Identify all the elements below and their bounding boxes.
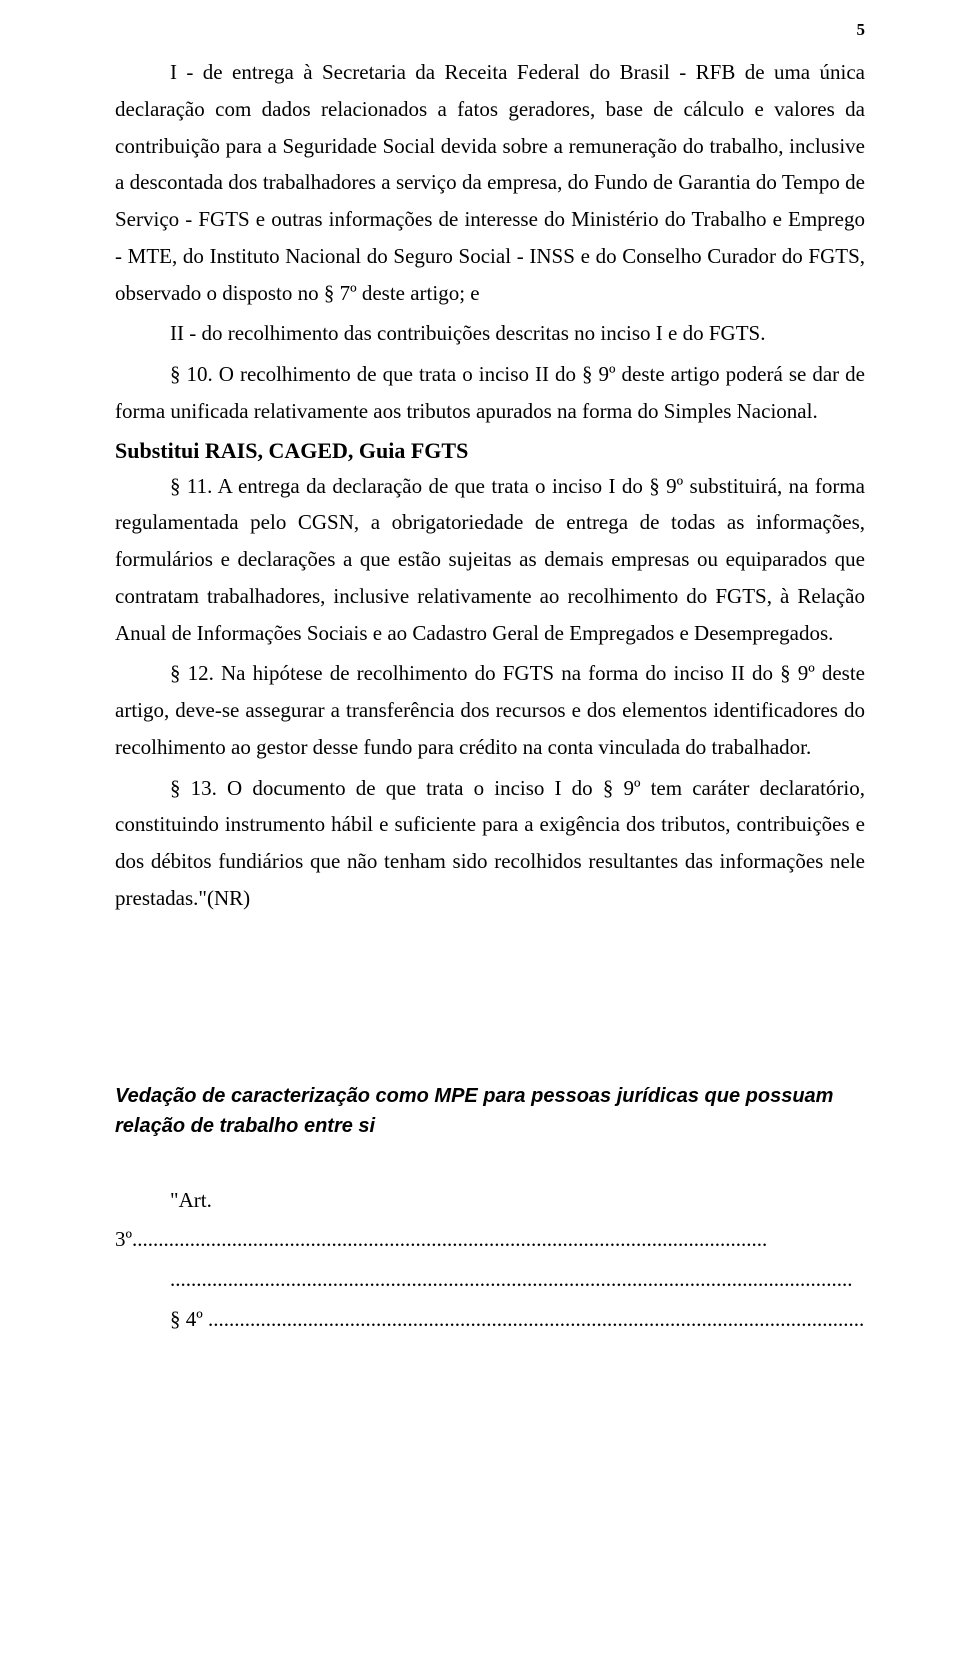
heading-vedacao: Vedação de caracterização como MPE para … bbox=[115, 1081, 865, 1141]
page-number: 5 bbox=[857, 20, 866, 40]
paragraph-ii: II - do recolhimento das contribuições d… bbox=[115, 315, 865, 352]
dots-line: ........................................… bbox=[115, 1260, 865, 1300]
paragraph-s10: § 10. O recolhimento de que trata o inci… bbox=[115, 356, 865, 430]
paragraph-s12: § 12. Na hipótese de recolhimento do FGT… bbox=[115, 655, 865, 765]
document-page: 5 I - de entrega à Secretaria da Receita… bbox=[0, 0, 960, 1674]
paragraph-s13: § 13. O documento de que trata o inciso … bbox=[115, 770, 865, 917]
paragraph-s11: § 11. A entrega da declaração de que tra… bbox=[115, 468, 865, 652]
art-3-line: "Art. 3º................................… bbox=[115, 1181, 865, 1261]
art-4-line: § 4º ...................................… bbox=[115, 1300, 865, 1340]
heading-substitui: Substitui RAIS, CAGED, Guia FGTS bbox=[115, 438, 865, 464]
paragraph-i: I - de entrega à Secretaria da Receita F… bbox=[115, 54, 865, 311]
spacer bbox=[115, 921, 865, 1041]
spacer-small bbox=[115, 1151, 865, 1181]
